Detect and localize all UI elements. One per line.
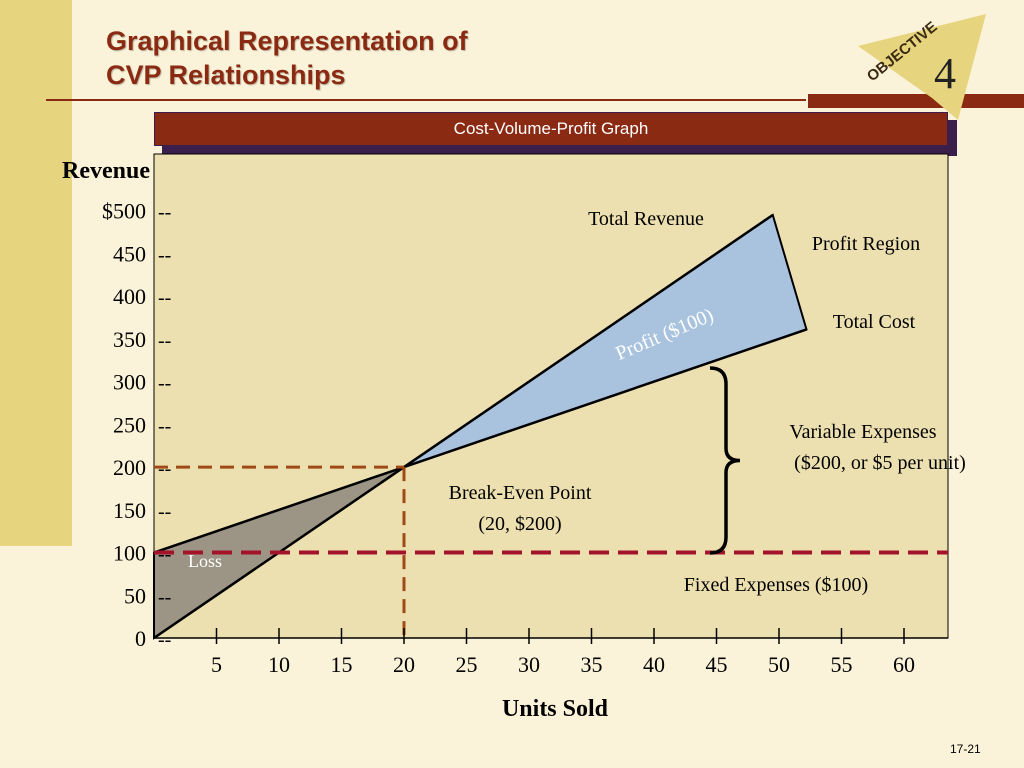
total-revenue-label: Total Revenue (588, 208, 704, 230)
y-tick-dash: -- (158, 287, 171, 309)
x-tick-label: 40 (643, 652, 665, 677)
objective-badge-shape: OBJECTIVE 4 (858, 14, 986, 120)
x-tick-label: 15 (331, 652, 353, 677)
profit-region-label: Profit Region (812, 233, 920, 255)
y-axis-ticks: $500 --450 --400 --350 --300 --250 --200 --150-… (102, 199, 171, 651)
y-tick-dash: -- (158, 330, 171, 352)
total-revenue-line (153, 213, 774, 640)
x-tick-label: 50 (768, 652, 790, 677)
objective-badge: OBJECTIVE 4 (858, 6, 998, 126)
total-cost-label: Total Cost (833, 311, 916, 333)
total-cost-line (153, 328, 807, 554)
y-tick-label: 450 (113, 241, 146, 266)
loss-label: Loss (188, 551, 222, 571)
y-axis-label: Revenue (62, 158, 150, 184)
x-axis-ticks: 5 10 15 20 25 30 35 40 45 50 55 60 (211, 628, 915, 677)
title-underline-accent (808, 94, 1024, 108)
x-tick-label: 20 (393, 652, 415, 677)
variable-expenses-brace (709, 366, 741, 555)
y-tick-dash: -- (158, 629, 171, 651)
y-tick-dash: -- (158, 544, 171, 566)
break-even-label-line-2: (20, $200) (478, 513, 561, 535)
y-tick-label: 100 (113, 541, 146, 566)
x-tick-label: 60 (893, 652, 915, 677)
x-tick-label: 25 (456, 652, 478, 677)
x-tick-label: 10 (268, 652, 290, 677)
y-tick-dash: -- (158, 415, 171, 437)
x-tick-label: 30 (518, 652, 540, 677)
title-underline (46, 99, 806, 101)
y-tick-dash: -- (158, 244, 171, 266)
y-tick-dash: -- (158, 202, 171, 224)
y-tick-label: 400 (113, 284, 146, 309)
left-accent-bar (0, 0, 72, 546)
y-tick-label: 300 (113, 370, 146, 395)
y-tick-label: 50 (124, 583, 146, 608)
y-tick-dash: -- (158, 501, 171, 523)
slide-number: 17-21 (950, 742, 981, 756)
fixed-expenses-label: Fixed Expenses ($100) (684, 574, 868, 596)
y-tick-label: 350 (113, 327, 146, 352)
x-tick-label: 55 (831, 652, 853, 677)
y-tick-label: 150 (113, 498, 146, 523)
variable-expenses-label-line-2: ($200, or $5 per unit) (794, 452, 966, 474)
x-tick-label: 35 (581, 652, 603, 677)
x-tick-label: 5 (211, 652, 222, 677)
variable-expenses-label-line-1: Variable Expenses (789, 421, 936, 443)
x-axis-label: Units Sold (502, 696, 609, 722)
slide-title-line-2: CVP Relationships (106, 60, 346, 90)
objective-number: 4 (934, 49, 956, 98)
slide-title: Graphical Representation of CVP Relation… (106, 24, 468, 92)
break-even-label-line-1: Break-Even Point (449, 482, 592, 504)
y-tick-label: $500 (102, 199, 146, 224)
slide-title-line-1: Graphical Representation of (106, 26, 468, 56)
chart-banner: Cost-Volume-Profit Graph (154, 112, 948, 146)
y-tick-label: 0 (135, 626, 146, 651)
y-tick-dash: -- (158, 373, 171, 395)
y-tick-dash: -- (158, 586, 171, 608)
y-tick-label: 250 (113, 412, 146, 437)
y-tick-label: 200 (113, 455, 146, 480)
x-tick-label: 45 (706, 652, 728, 677)
y-tick-dash: -- (158, 458, 171, 480)
